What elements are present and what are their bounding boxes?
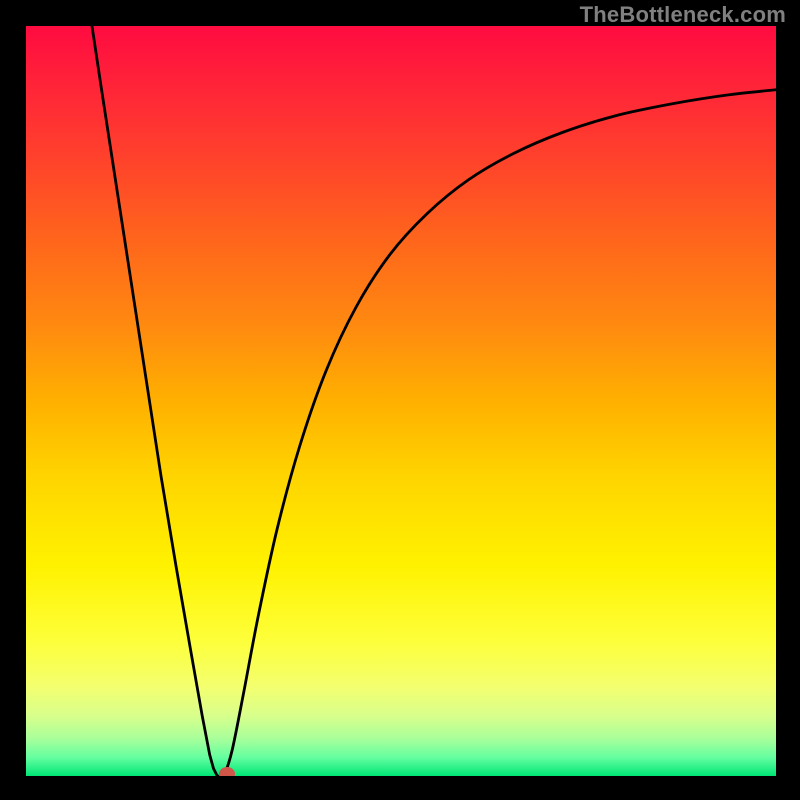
watermark-text: TheBottleneck.com <box>580 2 786 28</box>
gradient-background <box>26 26 776 776</box>
plot-area <box>26 26 776 776</box>
chart-svg <box>26 26 776 776</box>
chart-frame: TheBottleneck.com <box>0 0 800 800</box>
